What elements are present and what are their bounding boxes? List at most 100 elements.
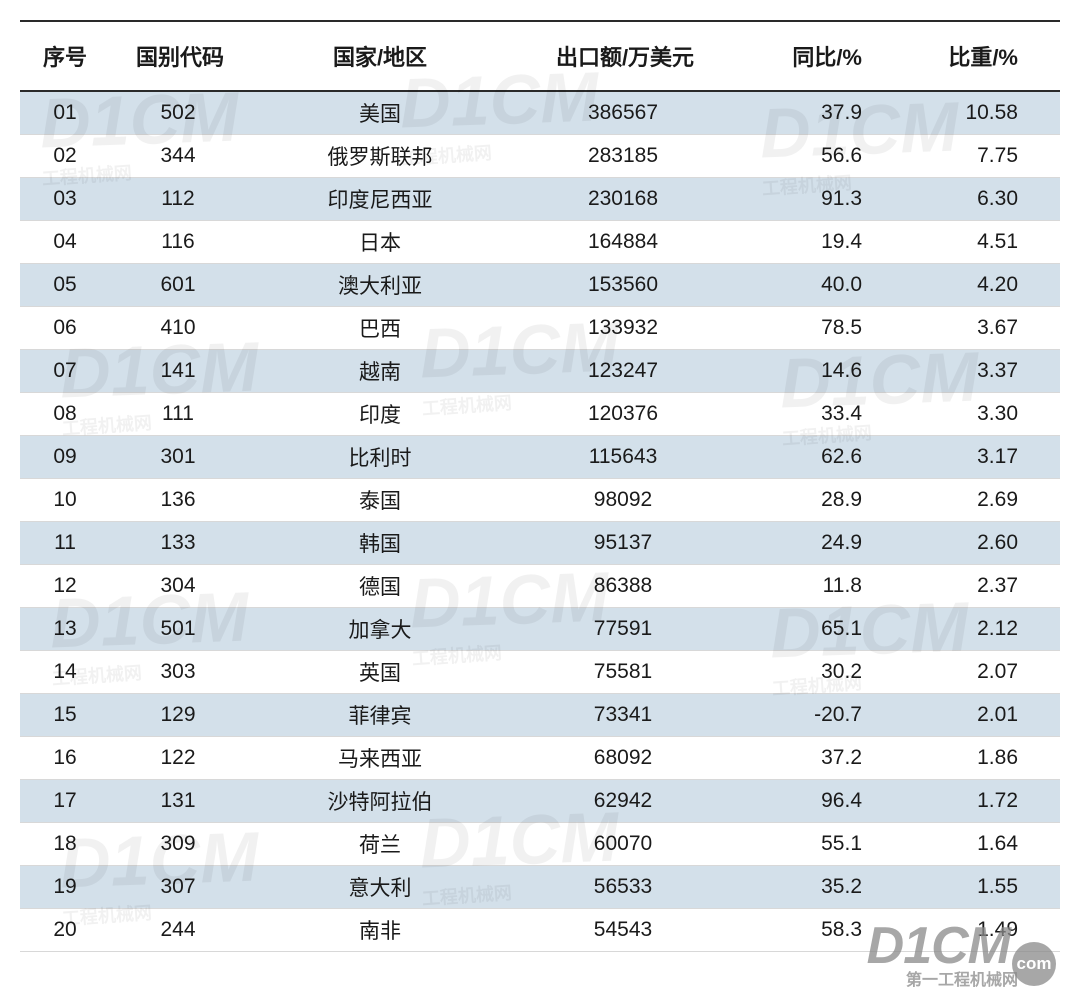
cell-code: 136	[110, 478, 250, 521]
cell-code: 133	[110, 521, 250, 564]
cell-code: 112	[110, 177, 250, 220]
cell-seq: 12	[20, 564, 110, 607]
cell-seq: 10	[20, 478, 110, 521]
cell-yoy: 24.9	[740, 521, 910, 564]
cell-yoy: 78.5	[740, 306, 910, 349]
table-row: 08111印度12037633.43.30	[20, 392, 1060, 435]
cell-seq: 11	[20, 521, 110, 564]
cell-weight: 10.58	[910, 91, 1060, 134]
cell-yoy: 37.2	[740, 736, 910, 779]
table-row: 13501加拿大7759165.12.12	[20, 607, 1060, 650]
cell-code: 141	[110, 349, 250, 392]
cell-name: 南非	[250, 908, 510, 951]
cell-export: 62942	[510, 779, 740, 822]
cell-name: 印度	[250, 392, 510, 435]
table-row: 07141越南12324714.63.37	[20, 349, 1060, 392]
table-row: 14303英国7558130.22.07	[20, 650, 1060, 693]
table-row: 01502美国38656737.910.58	[20, 91, 1060, 134]
cell-seq: 09	[20, 435, 110, 478]
cell-export: 115643	[510, 435, 740, 478]
cell-code: 303	[110, 650, 250, 693]
table-row: 11133韩国9513724.92.60	[20, 521, 1060, 564]
col-header-weight: 比重/%	[910, 21, 1060, 91]
cell-code: 131	[110, 779, 250, 822]
export-table-container: 序号 国别代码 国家/地区 出口额/万美元 同比/% 比重/% 01502美国3…	[0, 0, 1080, 952]
cell-name: 比利时	[250, 435, 510, 478]
cell-code: 244	[110, 908, 250, 951]
cell-weight: 3.17	[910, 435, 1060, 478]
cell-code: 122	[110, 736, 250, 779]
cell-code: 601	[110, 263, 250, 306]
col-header-name: 国家/地区	[250, 21, 510, 91]
cell-weight: 1.49	[910, 908, 1060, 951]
cell-name: 马来西亚	[250, 736, 510, 779]
cell-name: 沙特阿拉伯	[250, 779, 510, 822]
cell-name: 美国	[250, 91, 510, 134]
cell-yoy: 91.3	[740, 177, 910, 220]
cell-export: 230168	[510, 177, 740, 220]
cell-weight: 2.69	[910, 478, 1060, 521]
cell-seq: 04	[20, 220, 110, 263]
cell-name: 泰国	[250, 478, 510, 521]
cell-export: 73341	[510, 693, 740, 736]
cell-code: 111	[110, 392, 250, 435]
cell-code: 301	[110, 435, 250, 478]
cell-export: 60070	[510, 822, 740, 865]
table-row: 02344俄罗斯联邦28318556.67.75	[20, 134, 1060, 177]
cell-name: 日本	[250, 220, 510, 263]
cell-yoy: 35.2	[740, 865, 910, 908]
cell-name: 加拿大	[250, 607, 510, 650]
cell-yoy: 37.9	[740, 91, 910, 134]
table-row: 06410巴西13393278.53.67	[20, 306, 1060, 349]
table-header-row: 序号 国别代码 国家/地区 出口额/万美元 同比/% 比重/%	[20, 21, 1060, 91]
cell-yoy: 62.6	[740, 435, 910, 478]
cell-name: 印度尼西亚	[250, 177, 510, 220]
table-row: 18309荷兰6007055.11.64	[20, 822, 1060, 865]
col-header-code: 国别代码	[110, 21, 250, 91]
cell-yoy: 40.0	[740, 263, 910, 306]
cell-name: 意大利	[250, 865, 510, 908]
cell-seq: 03	[20, 177, 110, 220]
cell-name: 巴西	[250, 306, 510, 349]
table-row: 19307意大利5653335.21.55	[20, 865, 1060, 908]
cell-export: 95137	[510, 521, 740, 564]
cell-seq: 06	[20, 306, 110, 349]
cell-weight: 2.60	[910, 521, 1060, 564]
cell-code: 307	[110, 865, 250, 908]
cell-export: 75581	[510, 650, 740, 693]
cell-code: 344	[110, 134, 250, 177]
cell-yoy: 11.8	[740, 564, 910, 607]
cell-code: 410	[110, 306, 250, 349]
col-header-export: 出口额/万美元	[510, 21, 740, 91]
cell-seq: 05	[20, 263, 110, 306]
cell-export: 386567	[510, 91, 740, 134]
cell-export: 164884	[510, 220, 740, 263]
cell-yoy: 56.6	[740, 134, 910, 177]
table-row: 20244南非5454358.31.49	[20, 908, 1060, 951]
cell-weight: 2.07	[910, 650, 1060, 693]
cell-weight: 2.37	[910, 564, 1060, 607]
cell-export: 77591	[510, 607, 740, 650]
table-row: 12304德国8638811.82.37	[20, 564, 1060, 607]
cell-weight: 3.67	[910, 306, 1060, 349]
table-row: 10136泰国9809228.92.69	[20, 478, 1060, 521]
cell-weight: 2.01	[910, 693, 1060, 736]
cell-weight: 7.75	[910, 134, 1060, 177]
cell-code: 129	[110, 693, 250, 736]
table-row: 09301比利时11564362.63.17	[20, 435, 1060, 478]
cell-yoy: 58.3	[740, 908, 910, 951]
cell-code: 309	[110, 822, 250, 865]
cell-code: 502	[110, 91, 250, 134]
cell-weight: 2.12	[910, 607, 1060, 650]
table-row: 15129菲律宾73341-20.72.01	[20, 693, 1060, 736]
cell-seq: 17	[20, 779, 110, 822]
cell-export: 98092	[510, 478, 740, 521]
cell-yoy: 33.4	[740, 392, 910, 435]
cell-code: 501	[110, 607, 250, 650]
cell-weight: 3.37	[910, 349, 1060, 392]
table-row: 03112印度尼西亚23016891.36.30	[20, 177, 1060, 220]
cell-weight: 1.72	[910, 779, 1060, 822]
cell-seq: 08	[20, 392, 110, 435]
cell-export: 68092	[510, 736, 740, 779]
cell-name: 英国	[250, 650, 510, 693]
